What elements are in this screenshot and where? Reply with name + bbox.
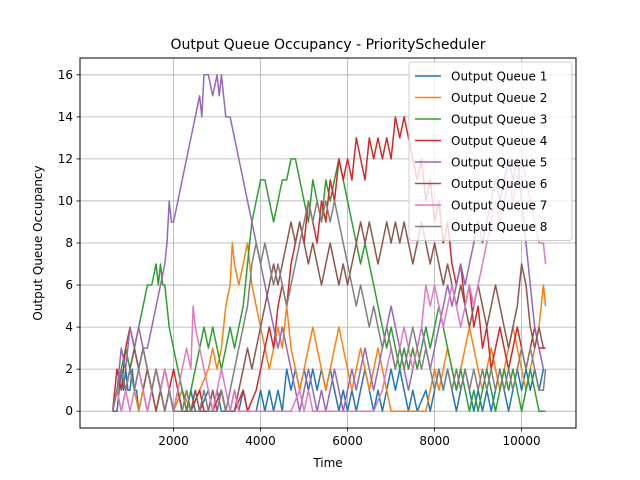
y-tick-label: 2: [65, 362, 73, 376]
y-tick-label: 4: [65, 320, 73, 334]
legend-label-8: Output Queue 8: [451, 220, 547, 234]
y-tick-label: 16: [58, 68, 73, 82]
x-axis-label: Time: [312, 456, 342, 470]
legend-label-1: Output Queue 1: [451, 70, 547, 84]
legend-label-6: Output Queue 6: [451, 177, 547, 191]
legend: Output Queue 1 Output Queue 2 Output Queue…: [408, 61, 573, 241]
x-tick-label: 10000: [503, 434, 541, 448]
legend-label-5: Output Queue 5: [451, 156, 547, 170]
legend-box: [408, 61, 573, 241]
legend-label-2: Output Queue 2: [451, 91, 547, 105]
legend-label-4: Output Queue 4: [451, 134, 547, 148]
y-tick-label: 14: [58, 110, 73, 124]
y-tick-label: 10: [58, 194, 73, 208]
axis-ticks: 2000 4000 6000 8000 10000 0 2 4 6 8 10 12 14 16: [58, 68, 541, 448]
series-line-8: [111, 200, 547, 412]
x-tick-label: 4000: [245, 434, 276, 448]
x-tick-label: 2000: [158, 434, 189, 448]
series-line-7: [111, 158, 547, 412]
legend-label-7: Output Queue 7: [451, 199, 547, 213]
y-tick-label: 12: [58, 152, 73, 166]
y-tick-label: 6: [65, 278, 73, 292]
legend-label-3: Output Queue 3: [451, 113, 547, 127]
y-tick-label: 8: [65, 236, 73, 250]
x-tick-label: 8000: [419, 434, 450, 448]
x-tick-label: 6000: [332, 434, 363, 448]
chart-title: Output Queue Occupancy - PrioritySchedul…: [171, 37, 486, 53]
y-axis-label: Output Queue Occupancy: [31, 165, 45, 320]
series-lines: [111, 74, 547, 412]
y-tick-label: 0: [65, 404, 73, 418]
